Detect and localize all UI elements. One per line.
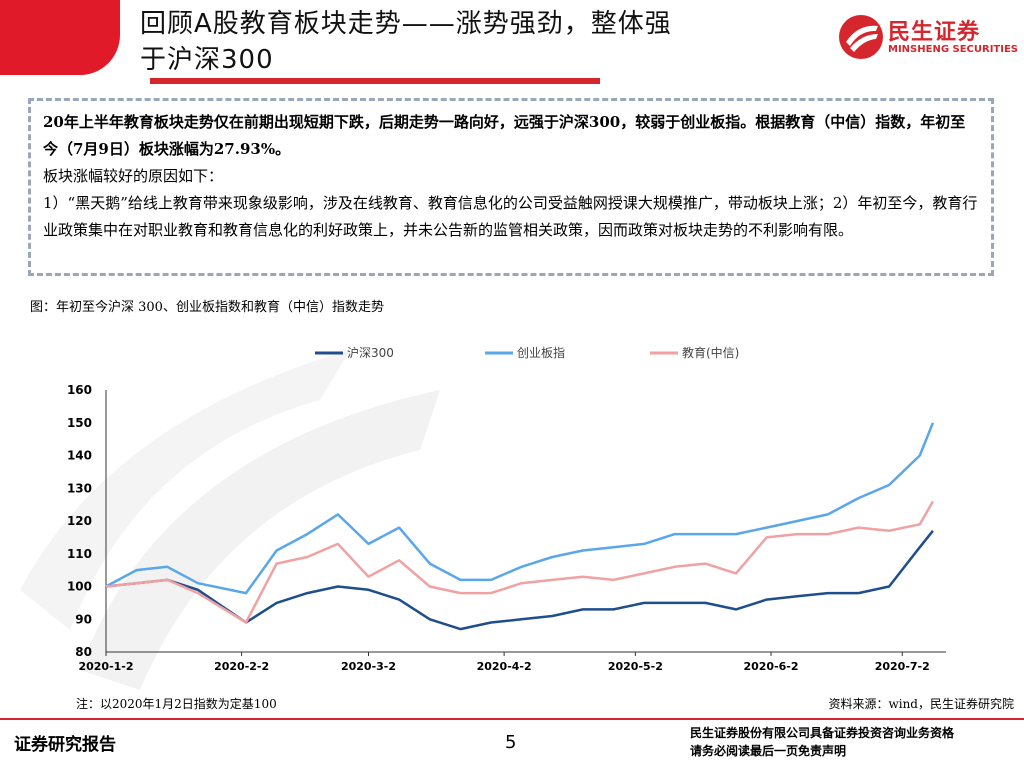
x-tick-label: 2020-5-2: [608, 660, 663, 673]
summary-reasons-intro: 板块涨幅较好的原因如下：: [43, 167, 224, 185]
y-tick-label: 140: [67, 449, 92, 463]
disclaimer-line1: 民生证券股份有限公司具备证券投资咨询业务资格: [690, 726, 955, 740]
x-tick-label: 2020-3-2: [341, 660, 396, 673]
x-tick-label: 2020-7-2: [875, 660, 930, 673]
legend-label: 教育(中信): [682, 345, 739, 360]
y-tick-label: 110: [67, 547, 92, 561]
logo-mark-icon: [839, 15, 883, 59]
y-tick-label: 80: [75, 645, 92, 659]
legend-label: 创业板指: [517, 345, 565, 360]
x-tick-label: 2020-4-2: [477, 660, 532, 673]
slide-title: 回顾A股教育板块走势——涨势强劲，整体强 于沪深300: [140, 6, 800, 78]
summary-reasons-body: 1）“黑天鹅”给线上教育带来现象级影响，涉及在线教育、教育信息化的公司受益触网授…: [43, 194, 978, 239]
figure-caption: 图：年初至今沪深 300、创业板指数和教育（中信）指数走势: [30, 300, 384, 315]
title-accent-shape: [0, 0, 120, 75]
y-tick-label: 160: [67, 383, 92, 397]
series-line-2: [105, 500, 934, 624]
series-line-0: [105, 530, 934, 631]
page-number: 5: [505, 732, 517, 753]
x-tick-label: 2020-1-2: [78, 660, 133, 673]
x-tick-label: 2020-6-2: [743, 660, 798, 673]
y-tick-label: 130: [67, 481, 92, 495]
figure-note: 注：以2020年1月2日指数为定基100: [76, 697, 277, 711]
company-logo: 民生证券 MINSHENG SECURITIES: [838, 12, 1018, 64]
y-tick-label: 120: [67, 514, 92, 528]
x-tick-label: 2020-2-2: [214, 660, 269, 673]
y-tick-label: 150: [67, 416, 92, 430]
y-tick-label: 90: [75, 612, 92, 626]
logo-subtitle: MINSHENG SECURITIES: [888, 44, 1018, 55]
title-underline: [150, 78, 600, 84]
figure-source: 资料来源：wind，民生证券研究院: [828, 697, 1014, 711]
disclaimer: 民生证券股份有限公司具备证券投资咨询业务资格 请务必阅读最后一页免责声明: [690, 724, 954, 760]
y-tick-label: 100: [67, 580, 92, 594]
index-trend-chart: 80 90 100 110 120 130 140 150 160 2020-1-2 2020-2-…: [67, 345, 946, 673]
report-label: 证券研究报告: [14, 735, 116, 755]
footer-divider: [0, 718, 1024, 720]
summary-box: 20年上半年教育板块走势仅在前期出现短期下跌，后期走势一路向好，远强于沪深300…: [28, 98, 994, 276]
watermark-logo-icon: [20, 350, 440, 690]
slide-title-line2: 于沪深300: [140, 45, 274, 75]
summary-highlight: 20年上半年教育板块走势仅在前期出现短期下跌，后期走势一路向好，远强于沪深300…: [43, 113, 966, 158]
title-bar: 回顾A股教育板块走势——涨势强劲，整体强 于沪深300: [0, 0, 800, 80]
logo-name: 民生证券: [888, 20, 981, 45]
series-line-1: [105, 422, 935, 595]
slide-title-line1: 回顾A股教育板块走势——涨势强劲，整体强: [140, 9, 672, 39]
disclaimer-line2: 请务必阅读最后一页免责声明: [690, 744, 847, 758]
legend-label: 沪深300: [347, 346, 394, 360]
